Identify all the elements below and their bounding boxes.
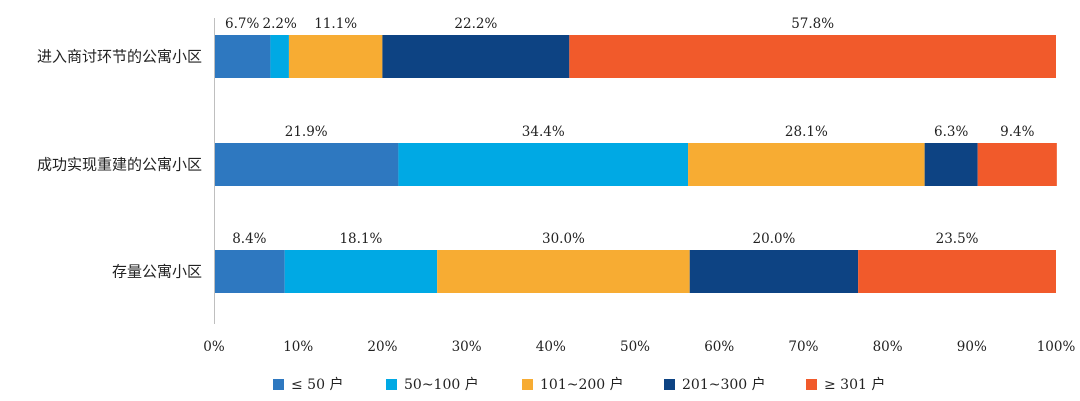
x-tick-label: 80% xyxy=(873,339,903,355)
x-tick-label: 30% xyxy=(452,339,482,355)
x-tick-label: 40% xyxy=(536,339,566,355)
data-label: 9.4% xyxy=(1000,124,1034,140)
data-label: 22.2% xyxy=(454,16,497,32)
bar-segment xyxy=(689,250,859,293)
bar-segment xyxy=(288,35,383,78)
x-tick-label: 10% xyxy=(283,339,313,355)
x-tick-label: 90% xyxy=(957,339,987,355)
bar-segment xyxy=(569,35,1056,78)
x-tick-label: 20% xyxy=(367,339,397,355)
data-label: 2.2% xyxy=(263,16,297,32)
legend-label: 50~100 户 xyxy=(404,376,479,393)
legend-swatch xyxy=(806,379,817,390)
x-tick-label: 50% xyxy=(620,339,650,355)
bar-segment xyxy=(284,250,438,293)
data-label: 11.1% xyxy=(314,16,357,32)
legend: ≤ 50 户 50~100 户 101~200 户 201~300 户 ≥ 301 户 xyxy=(273,376,885,393)
data-label: 57.8% xyxy=(791,16,834,32)
data-label: 18.1% xyxy=(339,231,382,247)
data-label: 30.0% xyxy=(542,231,585,247)
legend-label: 101~200 户 xyxy=(540,376,624,393)
bar-segment xyxy=(214,143,399,186)
x-tick-label: 0% xyxy=(203,339,225,355)
data-label: 6.3% xyxy=(934,124,968,140)
bar-segment xyxy=(977,143,1057,186)
category-label: 成功实现重建的公寓小区 xyxy=(37,156,202,174)
legend-label: ≥ 301 户 xyxy=(824,376,885,393)
bar-segment xyxy=(437,250,690,293)
bar-segment xyxy=(858,250,1056,293)
legend-swatch xyxy=(386,379,397,390)
data-label: 23.5% xyxy=(936,231,979,247)
data-label: 21.9% xyxy=(285,124,328,140)
x-tick-label: 100% xyxy=(1037,339,1076,355)
bar-segment xyxy=(382,35,570,78)
legend-swatch xyxy=(273,379,284,390)
bar-segment xyxy=(398,143,689,186)
legend-swatch xyxy=(664,379,675,390)
data-labels-layer: 6.7% 2.2% 11.1% 22.2% 57.8% 21.9% 34.4% 28.1% 6.… xyxy=(225,16,1035,247)
bar-segment xyxy=(270,35,289,78)
category-label: 存量公寓小区 xyxy=(112,263,202,281)
data-label: 28.1% xyxy=(785,124,828,140)
data-label: 34.4% xyxy=(522,124,565,140)
legend-swatch xyxy=(522,379,533,390)
data-label: 8.4% xyxy=(232,231,266,247)
x-axis: 0% 10% 20% 30% 40% 50% 60% 70% 80% 90% 100% xyxy=(203,18,1075,355)
bar-segment xyxy=(688,143,925,186)
legend-label: ≤ 50 户 xyxy=(291,376,343,393)
legend-label: 201~300 户 xyxy=(682,376,766,393)
data-label: 6.7% xyxy=(225,16,259,32)
bar-segment xyxy=(214,35,271,78)
bar-segment xyxy=(214,250,285,293)
x-tick-label: 60% xyxy=(704,339,734,355)
bars-layer xyxy=(214,35,1057,293)
category-label: 进入商讨环节的公寓小区 xyxy=(37,48,202,66)
x-tick-label: 70% xyxy=(788,339,818,355)
bar-segment xyxy=(924,143,978,186)
data-label: 20.0% xyxy=(752,231,795,247)
